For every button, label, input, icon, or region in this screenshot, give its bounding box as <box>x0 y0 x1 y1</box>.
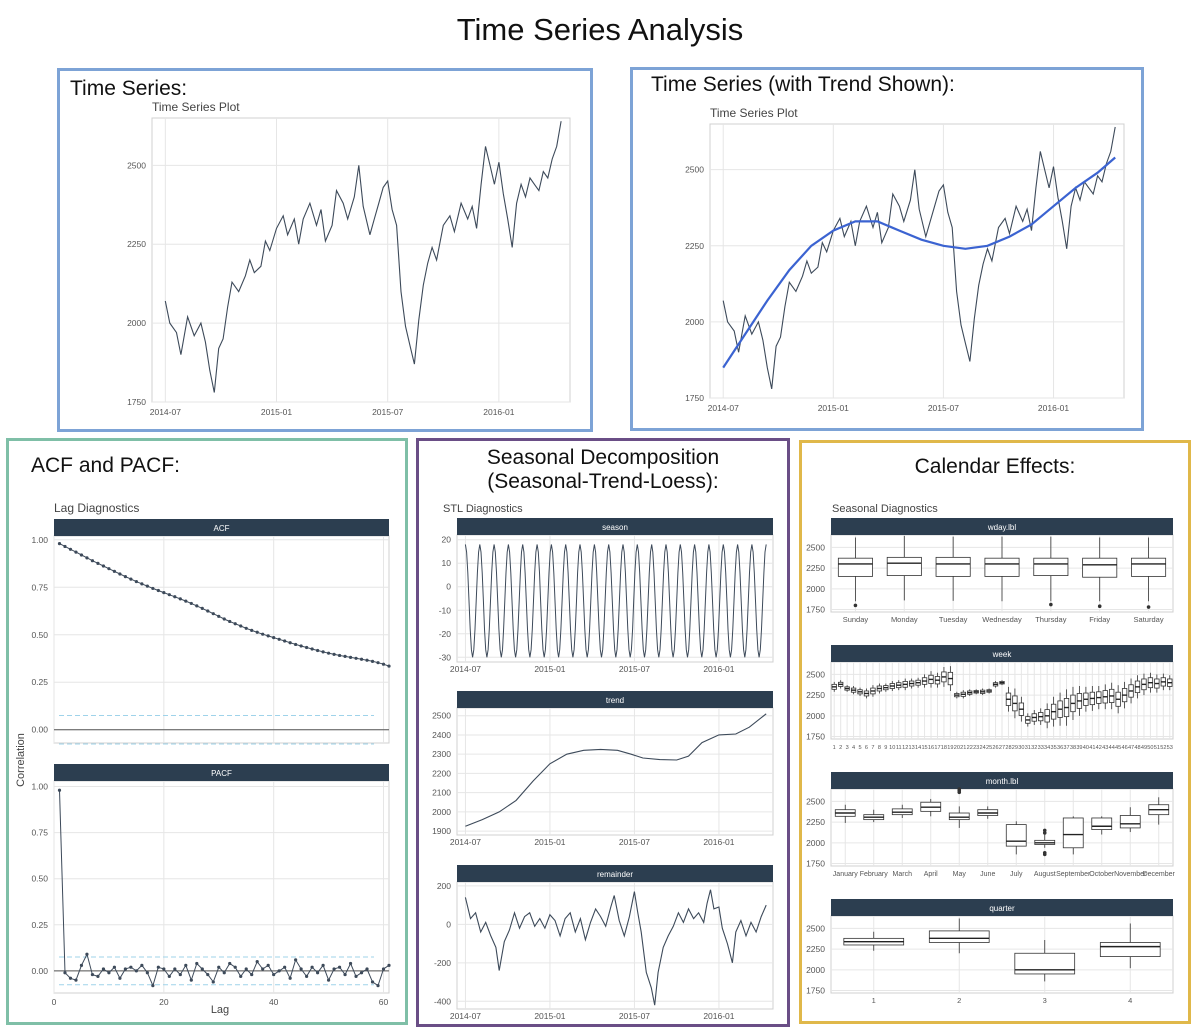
stl-panel-title-line1: Seasonal Decomposition <box>486 446 720 469</box>
calendar-panel-title: Calendar Effects: <box>914 455 1076 478</box>
stl-panel-title-line2: (Seasonal-Trend-Loess): <box>487 470 719 493</box>
time-series-panel-title: Time Series: <box>70 77 188 100</box>
time-series-trend-panel-title: Time Series (with Trend Shown): <box>651 73 955 96</box>
time-series-trend-panel <box>630 67 1144 431</box>
calendar-panel <box>799 440 1191 1024</box>
acf-pacf-panel-title: ACF and PACF: <box>31 454 180 477</box>
page-title: Time Series Analysis <box>456 12 744 47</box>
stl-panel <box>416 438 790 1027</box>
time-series-panel <box>57 68 593 432</box>
acf-pacf-panel <box>6 438 408 1025</box>
